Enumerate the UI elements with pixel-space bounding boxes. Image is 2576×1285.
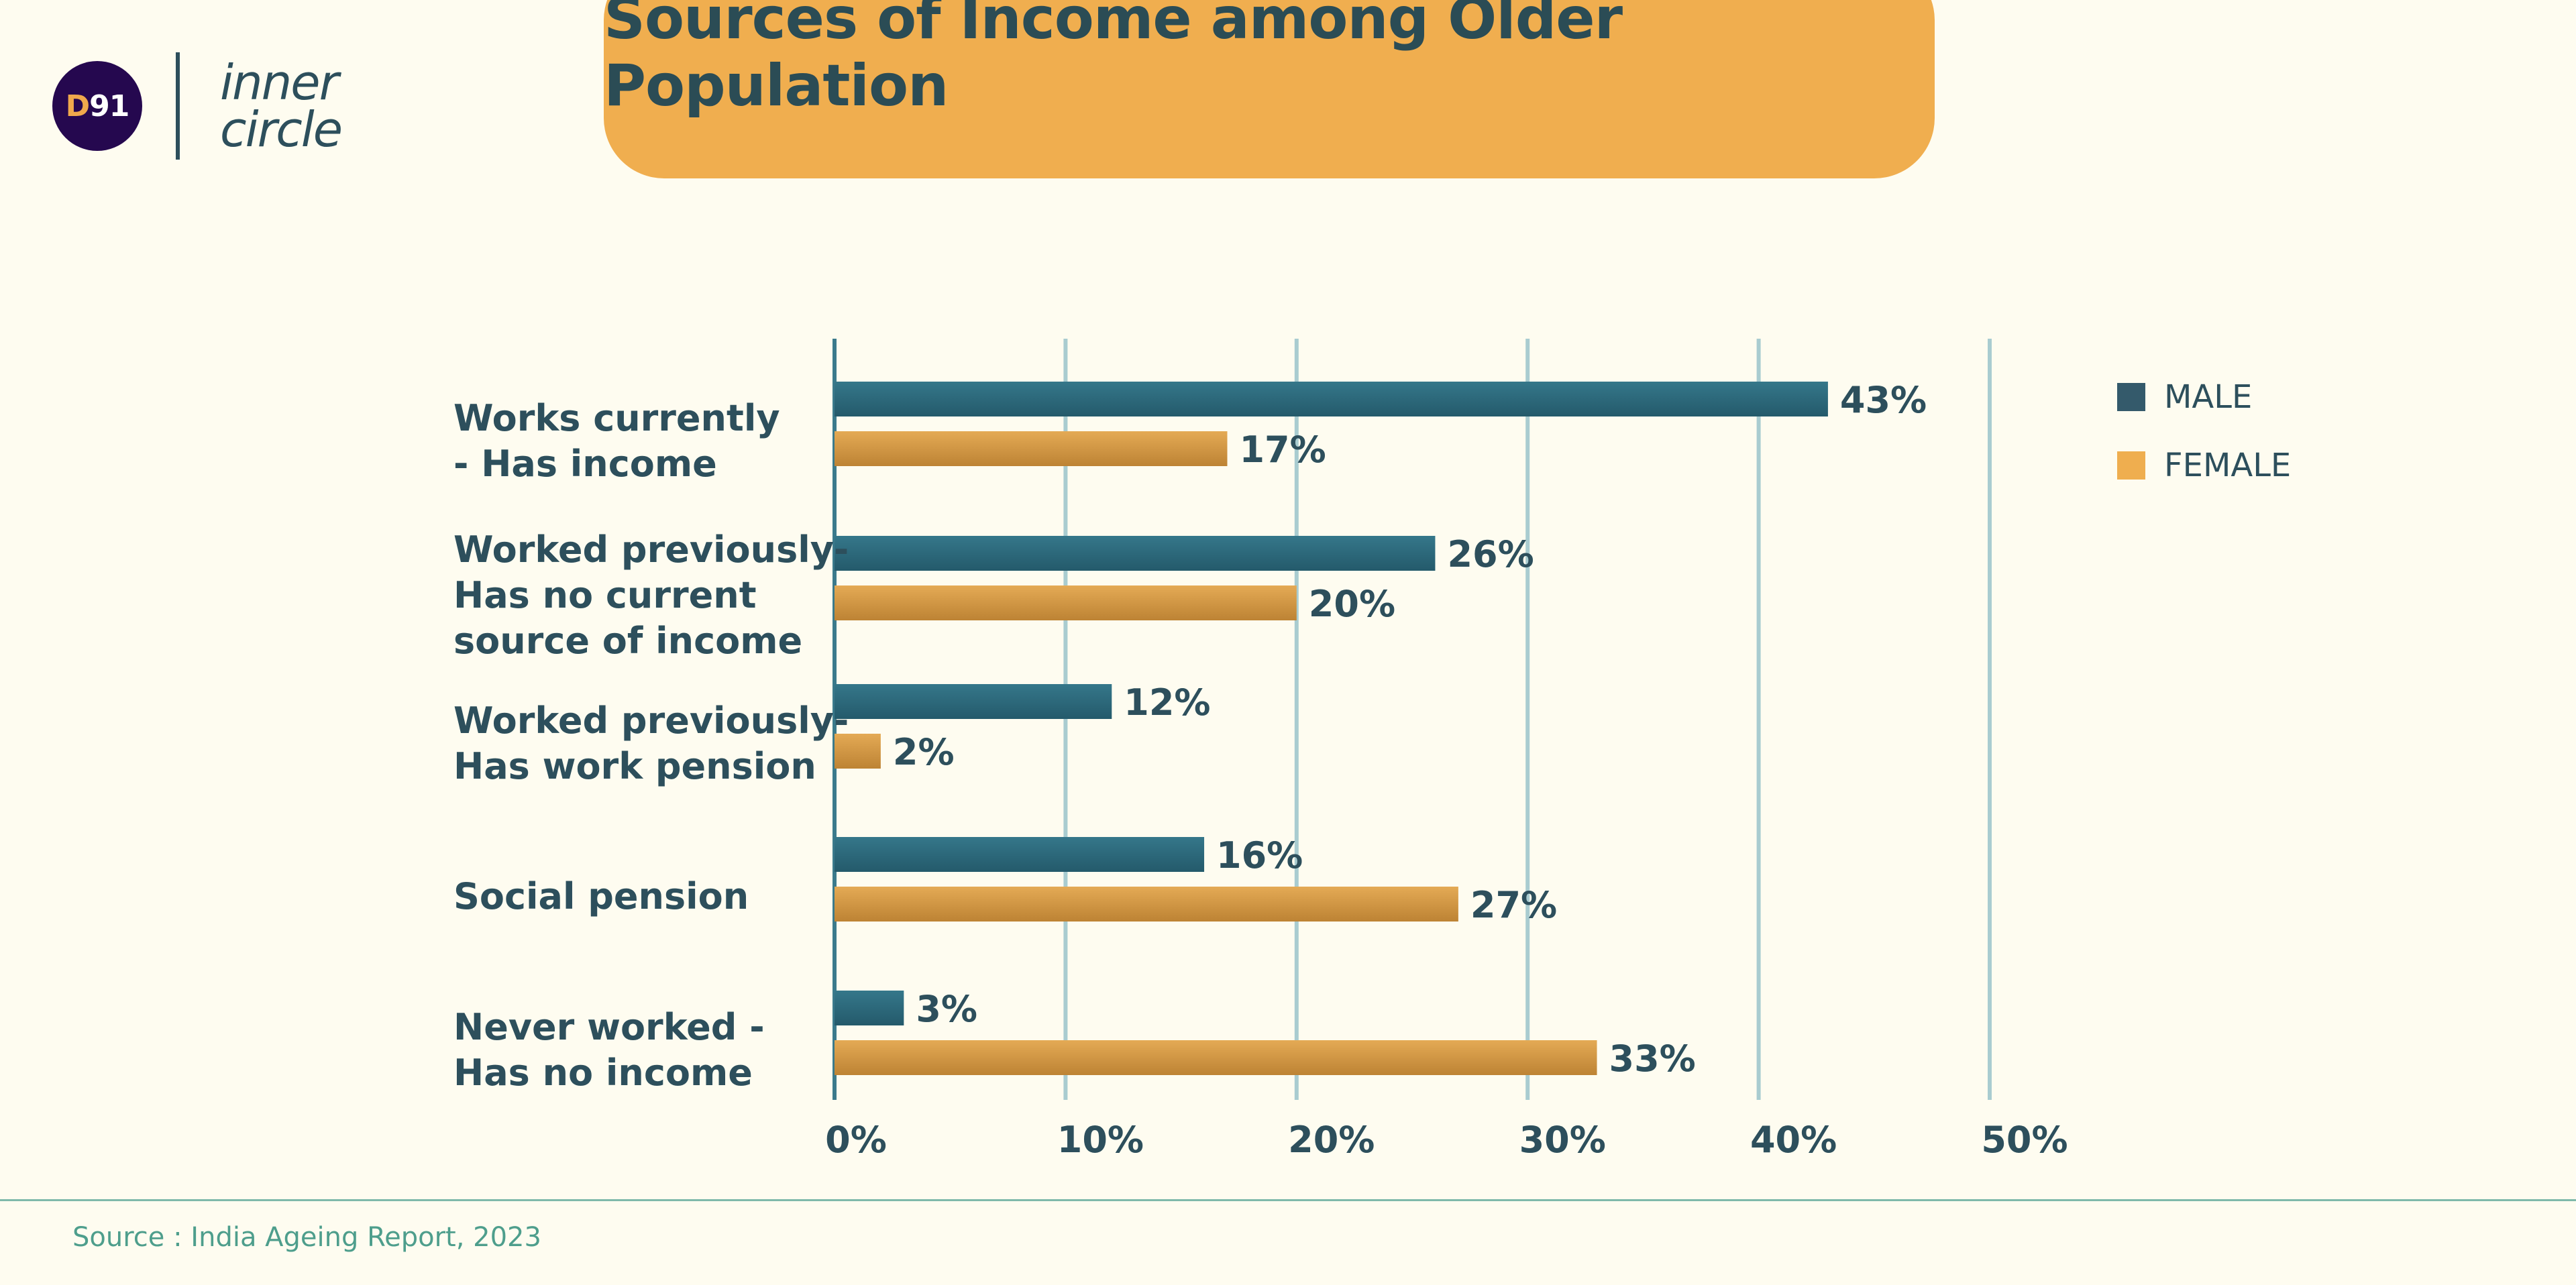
data-label: 33% (1609, 1038, 1696, 1080)
bar-chart: 0% 10% 20% 30% 40% 50% Works currently - Has in… (453, 339, 2291, 1161)
bar-female (835, 1040, 1597, 1075)
category-label-line: Social pension (453, 875, 749, 917)
category-label: Worked previously-Has no current source o… (453, 528, 849, 662)
data-label: 3% (916, 988, 977, 1030)
bar-male (835, 536, 1436, 571)
x-tick-label: 50% (1981, 1119, 2068, 1161)
bar-layer (835, 382, 1828, 1075)
category-label-line: source of income (453, 620, 802, 662)
source-note: Source : India Ageing Report, 2023 (72, 1222, 541, 1253)
logo-wordmark: inner circle (220, 54, 343, 158)
brand-logo: D 91 inner circle (52, 52, 343, 160)
category-label-line: Has no income (453, 1052, 753, 1094)
category-label: Social pension (453, 875, 749, 917)
bar-male (835, 684, 1112, 719)
bar-male (835, 382, 1828, 416)
legend-swatch-male (2117, 383, 2145, 411)
bar-male (835, 991, 904, 1025)
bar-female (835, 734, 881, 769)
x-tick-label: 20% (1288, 1119, 1375, 1161)
legend-label: FEMALE (2164, 447, 2291, 484)
footer-divider (0, 1199, 2576, 1201)
chart-title: Sources of Income among Older Population (604, 0, 1623, 119)
bar-male (835, 837, 1205, 872)
data-label: 2% (893, 731, 955, 773)
data-label: 43% (1840, 379, 1927, 421)
category-label-line: Worked previously- (453, 528, 849, 571)
data-label: 12% (1124, 681, 1210, 724)
category-label-line: Worked previously- (453, 700, 849, 742)
category-label-line: Never worked - (453, 1006, 765, 1048)
category-label: Worked previously-Has work pension (453, 700, 849, 787)
data-label: 27% (1470, 884, 1557, 926)
x-tick-label: 0% (825, 1119, 887, 1161)
x-tick-label: 30% (1519, 1119, 1606, 1161)
bar-female (835, 887, 1458, 921)
bar-female (835, 431, 1228, 466)
category-label-line: - Has income (453, 443, 717, 485)
logo-divider (176, 52, 180, 160)
category-label: Never worked -Has no income (453, 1006, 765, 1094)
title-banner: Sources of Income among Older Population (604, 0, 1935, 178)
x-tick-label: 10% (1057, 1119, 1144, 1161)
category-label: Works currently - Has income (453, 397, 780, 485)
data-label: 17% (1239, 429, 1326, 471)
d91-logo-icon: D 91 (52, 61, 142, 151)
legend: MALE FEMALE (2117, 378, 2291, 484)
bar-female (835, 585, 1297, 620)
data-label: 26% (1447, 533, 1534, 575)
legend-swatch-female (2117, 451, 2145, 480)
data-label: 16% (1216, 834, 1303, 877)
x-tick-label: 40% (1750, 1119, 1837, 1161)
data-label: 20% (1309, 583, 1395, 625)
label-layer: 0% 10% 20% 30% 40% 50% Works currently - Has in… (453, 379, 2068, 1161)
category-label-line: Works currently (453, 397, 780, 439)
category-label-line: Has no current (453, 574, 757, 616)
legend-label: MALE (2164, 378, 2252, 416)
category-label-line: Has work pension (453, 745, 816, 787)
